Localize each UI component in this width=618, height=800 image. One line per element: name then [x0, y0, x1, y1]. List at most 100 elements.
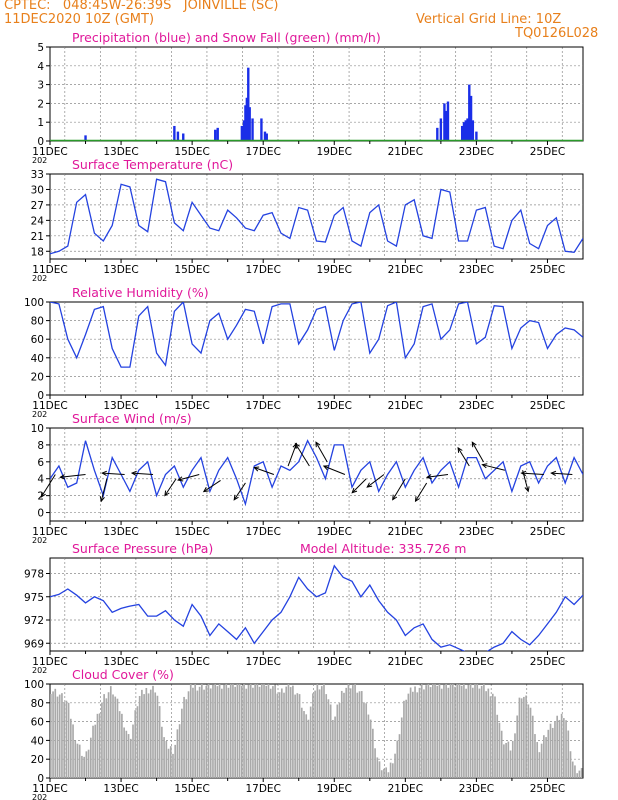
cloud-bar [392, 763, 394, 778]
cloud-bar [121, 713, 123, 778]
cloud-bar [303, 711, 305, 778]
cloud-bar [323, 684, 325, 778]
cloud-bar [194, 684, 197, 778]
cloud-bar [289, 687, 292, 778]
cloud-bar [265, 685, 268, 778]
cloud-bar [143, 694, 145, 778]
wind-vector-shaft [254, 467, 275, 475]
y-tick-label: 4 [37, 61, 44, 73]
y-tick-label: 0 [37, 773, 44, 785]
cloud-bar [518, 697, 521, 778]
y-tick-label: 0 [37, 136, 44, 148]
cloud-bar [558, 719, 561, 778]
cloud-bar [467, 684, 470, 778]
wind-vector-shaft [60, 474, 86, 478]
cloud-bar [96, 713, 99, 778]
precip-bar [464, 120, 467, 141]
header-grid-note: Vertical Grid Line: 10Z [416, 12, 562, 27]
x-tick-label: 21DEC [388, 526, 423, 538]
x-tick-label: 13DEC [103, 400, 138, 412]
cloud-bar [358, 691, 361, 778]
wind-vector-shaft [203, 480, 221, 493]
cloud-bar [149, 689, 152, 778]
cloud-bar [445, 684, 447, 778]
cloud-bar [269, 688, 272, 778]
panel-title: Surface Wind (m/s) [72, 411, 192, 426]
wind-vector-shaft [164, 478, 177, 496]
cloud-bar [427, 684, 430, 778]
cloud-bar [352, 685, 354, 778]
precip-bar [469, 95, 473, 141]
cloud-bar [503, 744, 505, 778]
cloud-bar [285, 686, 288, 778]
cloud-bar [378, 761, 381, 778]
precip-bar [240, 125, 244, 141]
cloud-bar [98, 713, 101, 778]
y-tick-label: 4 [37, 474, 44, 486]
panel-precip: 0 1 2 3 4 5 11DEC 13DEC 15DEC 17DEC 19DEC 21DEC 23DE… [32, 30, 584, 165]
cloud-bar [83, 756, 85, 778]
cloud-bar [154, 692, 157, 778]
cloud-bar [127, 734, 130, 778]
cloud-bar [431, 684, 434, 778]
precip-bar [475, 131, 478, 141]
cloud-bar [343, 692, 345, 778]
series-line-temp [50, 178, 583, 255]
cloud-bar [203, 689, 205, 778]
cloud-bar [292, 685, 294, 778]
wind-vector-head [392, 494, 398, 501]
cloud-bar [476, 684, 479, 778]
wind-vector-shaft [426, 474, 449, 478]
year-stub: 202 [32, 156, 47, 165]
wind-vector-head [233, 494, 239, 501]
wind-vector-head [520, 470, 527, 477]
cloud-bar [205, 685, 208, 778]
cloud-bar [443, 684, 445, 778]
y-tick-label: 10 [31, 423, 44, 435]
year-stub: 202 [32, 274, 47, 283]
wind-vector-head [164, 490, 170, 497]
cloud-bar [247, 684, 250, 778]
series-line-wind [50, 439, 583, 507]
cloud-bar [447, 687, 450, 778]
cloud-bar [183, 696, 185, 778]
precip-bar [466, 118, 469, 141]
x-tick-label: 19DEC [317, 526, 352, 538]
cloud-bar [74, 740, 77, 778]
wind-vector-shaft [415, 482, 428, 502]
wind-vector-shaft [471, 441, 484, 463]
cloud-bar [429, 687, 432, 778]
x-tick-label: 19DEC [317, 146, 352, 158]
cloud-bar [298, 694, 301, 778]
x-tick-label: 15DEC [174, 400, 209, 412]
cloud-bar [263, 684, 265, 778]
cloud-bar [565, 720, 567, 778]
cloud-bar [556, 715, 559, 778]
cloud-bar [414, 686, 416, 778]
precip-bar [462, 122, 466, 141]
cloud-bar [78, 744, 81, 778]
precip-bar [84, 135, 87, 141]
cloud-bar [167, 748, 170, 778]
cloud-bar [309, 706, 312, 778]
cloud-bar [376, 757, 379, 778]
cloud-bar [161, 726, 163, 778]
precip-bar [244, 105, 247, 141]
cloud-bar [216, 686, 219, 778]
cloud-bar [280, 688, 283, 778]
cloud-bar [201, 684, 203, 778]
year-stub: 202 [32, 666, 47, 675]
y-tick-label: 0 [37, 390, 44, 402]
cloud-bar [81, 755, 83, 778]
y-tick-label: 20 [31, 754, 44, 766]
cloud-bar [267, 684, 270, 778]
cloud-bar [418, 687, 421, 778]
cloud-bar [438, 684, 441, 778]
x-tick-label: 25DEC [530, 400, 565, 412]
precip-bar [439, 118, 443, 141]
cloud-bar [305, 714, 308, 778]
cloud-bar [112, 694, 114, 778]
wind-vector-head [322, 465, 329, 471]
wind-vector-head [425, 474, 432, 480]
cloud-bar [365, 703, 368, 778]
